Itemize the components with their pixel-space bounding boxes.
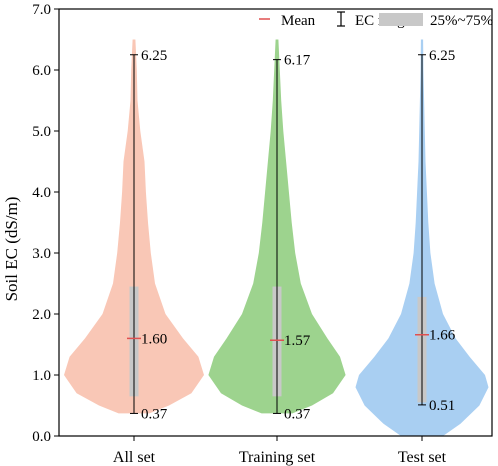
y-tick-label-3: 3.0 (32, 246, 51, 262)
y-tick-label-1: 1.0 (32, 368, 51, 384)
max-label-1: 6.17 (284, 53, 311, 69)
mean-label-0: 1.60 (141, 331, 167, 347)
legend-iqr-swatch (379, 13, 423, 26)
x-category-label-1: Training set (239, 449, 316, 466)
legend-iqr-label: 25%~75% (430, 13, 493, 29)
min-label-0: 0.37 (141, 406, 168, 422)
legend-range-swatch (337, 11, 345, 27)
max-label-2: 6.25 (429, 48, 455, 64)
y-tick-label-6: 6.0 (32, 63, 51, 79)
x-category-label-0: All set (113, 449, 156, 466)
min-label-1: 0.37 (284, 406, 311, 422)
legend-mean-label: Mean (281, 13, 316, 29)
legend: Mean EC range 25%~75% (259, 11, 493, 29)
y-tick-label-5: 5.0 (32, 124, 51, 140)
y-tick-label-7: 7.0 (32, 2, 51, 18)
y-tick-label-0: 0.0 (32, 429, 51, 445)
mean-label-1: 1.57 (284, 333, 311, 349)
plot-frame (58, 8, 493, 437)
min-label-2: 0.51 (429, 398, 455, 414)
y-axis-label: Soil EC (dS/m) (2, 197, 21, 302)
y-tick-label-2: 2.0 (32, 307, 51, 323)
max-label-0: 6.25 (141, 48, 167, 64)
y-tick-label-4: 4.0 (32, 185, 51, 201)
x-axis: All set Training set Test set (113, 436, 447, 466)
summary-layer: 6.25 1.60 0.37 6.17 1.57 0.37 6.25 1.66 0.51 (127, 48, 456, 422)
mean-label-2: 1.66 (429, 328, 456, 344)
y-axis: 0.0 1.0 2.0 3.0 4.0 5.0 6.0 7.0 (32, 2, 59, 445)
x-category-label-2: Test set (398, 449, 447, 466)
